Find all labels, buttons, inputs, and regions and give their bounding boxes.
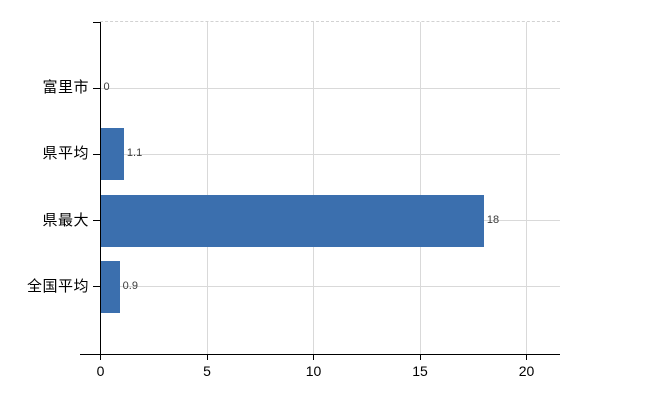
x-tick-label: 15 — [412, 363, 428, 379]
x-tick-label: 10 — [305, 363, 322, 379]
gridline-horizontal — [100, 153, 560, 155]
gridline-horizontal — [100, 286, 560, 288]
x-tick-label: 0 — [96, 363, 105, 379]
bar-value-label: 0.9 — [122, 279, 138, 292]
plot-top-border — [100, 21, 560, 22]
x-axis-line — [80, 354, 560, 355]
gridline-vertical — [526, 22, 527, 354]
bar-value-label: 18 — [486, 213, 500, 226]
x-axis-tick — [526, 354, 527, 360]
bar-value-label: 1.1 — [126, 147, 143, 160]
y-axis-tick — [93, 286, 100, 288]
bar — [100, 194, 484, 247]
category-label: 全国平均 — [26, 277, 89, 295]
y-axis-tick — [93, 153, 100, 155]
category-label: 県平均 — [42, 145, 89, 163]
bar-value-label: 0 — [103, 81, 110, 93]
x-tick-label: 5 — [203, 363, 211, 379]
gridline-horizontal — [100, 87, 560, 89]
gridline-vertical — [419, 22, 421, 354]
category-label: 県最大 — [42, 211, 89, 229]
bar — [100, 128, 124, 181]
y-axis-tick — [93, 87, 100, 89]
y-axis-top-tick — [93, 22, 100, 23]
x-axis-tick — [100, 354, 101, 360]
gridline-vertical — [206, 22, 208, 354]
x-axis-tick — [419, 354, 421, 360]
gridline-vertical — [313, 22, 314, 354]
y-axis-line — [100, 22, 101, 360]
category-label: 富里市 — [42, 79, 89, 96]
x-axis-tick — [313, 354, 314, 360]
x-tick-label: 20 — [518, 363, 535, 379]
bar — [100, 260, 120, 313]
y-axis-tick — [93, 220, 100, 222]
x-axis-tick — [206, 354, 208, 360]
